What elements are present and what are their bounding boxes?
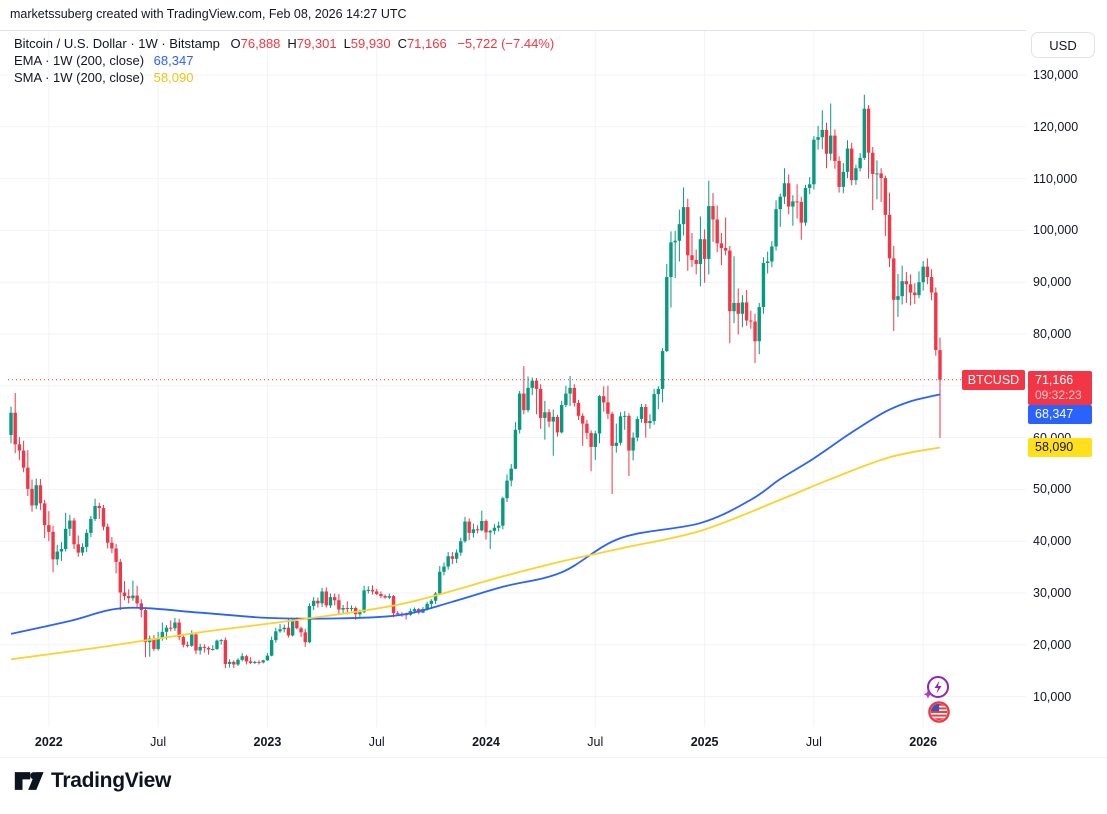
sma-legend-row: SMA · 1W (200, close) 58,090 [14,69,554,86]
tradingview-logo[interactable]: TradingView [14,768,171,794]
sma-value: 58,090 [153,70,194,85]
time-tick-label: 2024 [472,735,500,749]
price-tick-label: 90,000 [1033,275,1072,290]
ema-value: 68,347 [153,53,194,68]
ema-legend-row: EMA · 1W (200, close) 68,347 [14,52,554,69]
time-tick-label: 2025 [690,735,719,749]
ohlc-part: O76,888 [230,36,281,51]
ohlc-values: O76,888 H79,301 L59,930 C71,166 [224,36,447,51]
change-value: −5,722 (−7.44%) [457,36,555,51]
sma-indicator-label[interactable]: SMA · 1W (200, close) [14,70,145,85]
spark-event-icon[interactable] [922,673,952,703]
price-tick-label: 20,000 [1033,637,1072,652]
price-tick-label: 30,000 [1033,586,1072,600]
time-tick-label: Jul [587,735,604,749]
ohlc-part: C71,166 [397,36,447,51]
price-tick-label: 120,000 [1033,119,1079,134]
price-tick-label: 100,000 [1033,223,1079,238]
symbol-price-label: BTCUSD [962,369,1025,390]
price-tick-label: 10,000 [1033,689,1072,704]
attribution-text: marketssuberg created with TradingView.c… [10,7,407,21]
price-tick-label: 80,000 [1033,327,1072,341]
tradingview-logo-mark [14,772,44,790]
ema-indicator-label[interactable]: EMA · 1W (200, close) [14,53,145,68]
price-tick-label: 130,000 [1033,68,1079,82]
ema-price-badge: 68,347 [1028,404,1092,424]
time-tick-label: 2023 [253,735,282,749]
chart-canvas[interactable] [0,0,1107,757]
time-tick-label: Jul [150,735,167,749]
last-price-badge: 71,166 09:32:23 [1028,370,1092,405]
footer-divider [0,757,1107,758]
tradingview-logo-text: TradingView [51,769,172,792]
sma-price-badge: 58,090 [1028,437,1092,457]
time-axis[interactable]: 2022 Jul 2023 Jul 2024 Jul 2025 Jul 2026 [0,727,1107,757]
time-tick-label: Jul [368,735,385,749]
symbol-title[interactable]: Bitcoin / U.S. Dollar · 1W · Bitstamp [14,36,220,51]
price-tick-label: 50,000 [1033,482,1072,497]
chart-legend: Bitcoin / U.S. Dollar · 1W · Bitstamp O7… [14,35,554,86]
symbol-legend-row: Bitcoin / U.S. Dollar · 1W · Bitstamp O7… [14,35,554,52]
price-tick-label: 40,000 [1033,534,1072,549]
ohlc-part: H79,301 [287,36,337,51]
chart-top-border [0,30,1107,31]
time-tick-label: 2026 [909,735,938,749]
currency-toggle-button[interactable]: USD [1031,32,1095,58]
ohlc-part: L59,930 [343,36,391,51]
us-flag-event-icon[interactable] [927,700,951,724]
time-tick-label: Jul [805,735,822,749]
bar-countdown: 09:32:23 [1035,388,1082,403]
price-tick-label: 110,000 [1033,171,1078,186]
time-tick-label: 2022 [34,735,63,749]
